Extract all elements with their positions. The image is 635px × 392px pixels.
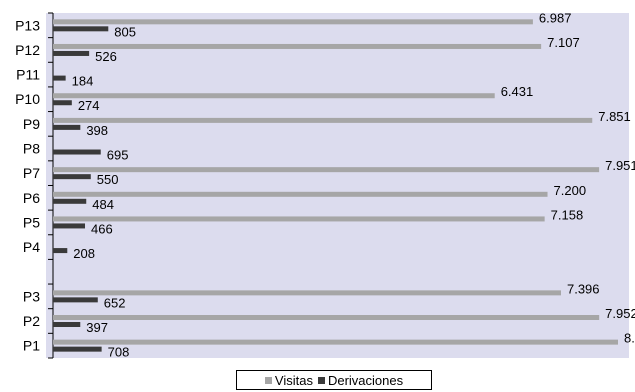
category-label-p7: P7 (23, 165, 40, 181)
value-label-derivaciones-p8: 695 (107, 148, 129, 163)
bar-visitas-p6 (53, 191, 548, 197)
bar-visitas-p9 (53, 117, 593, 123)
bar-visitas-p12 (53, 43, 542, 49)
value-label-derivaciones-p5: 466 (91, 221, 113, 236)
category-label-p8: P8 (23, 141, 40, 157)
bar-derivaciones-p7 (53, 174, 91, 180)
value-label-visitas-p12: 7.107 (547, 35, 580, 50)
value-label-visitas-p10: 6.431 (501, 84, 534, 99)
category-label-p3: P3 (23, 288, 40, 304)
value-label-derivaciones-p13: 805 (114, 24, 136, 39)
value-label-visitas-p3: 7.396 (567, 281, 600, 296)
value-label-visitas-p13: 6.987 (539, 10, 572, 25)
value-label-visitas-p5: 7.158 (551, 207, 584, 222)
legend-swatch-visitas (264, 376, 272, 384)
bar-visitas-p2 (53, 315, 600, 320)
legend: Visitas Derivaciones (236, 370, 432, 390)
bar-derivaciones-p4 (53, 248, 68, 254)
bar-derivaciones-p11 (53, 75, 66, 81)
value-label-derivaciones-p6: 484 (92, 197, 114, 212)
bar-visitas-p3 (53, 290, 561, 296)
bar-derivaciones-p12 (53, 50, 90, 56)
bar-derivaciones-p3 (53, 297, 98, 303)
value-label-derivaciones-p11: 184 (72, 74, 94, 89)
value-label-derivaciones-p4: 208 (73, 246, 95, 261)
bar-derivaciones-p8 (53, 149, 101, 155)
value-label-visitas-p2: 7.952 (605, 306, 635, 321)
bar-visitas-p1 (53, 339, 618, 345)
value-label-derivaciones-p7: 550 (97, 172, 119, 187)
bar-chart: P13 6.987 805 P12 7.107 526 P11 184 P10 6.431 274 P… (15, 10, 635, 360)
bar-visitas-p7 (53, 167, 600, 173)
bar-derivaciones-p1 (53, 346, 102, 352)
category-label-p5: P5 (23, 214, 40, 230)
legend-item-derivaciones: Derivaciones (317, 372, 404, 388)
category-label-p4: P4 (23, 239, 40, 255)
bar-derivaciones-p6 (53, 198, 87, 204)
value-label-derivaciones-p9: 398 (86, 123, 108, 138)
category-label-p2: P2 (23, 313, 40, 329)
category-label-p6: P6 (23, 190, 40, 206)
bar-visitas-p5 (53, 216, 545, 222)
bar-derivaciones-p2 (53, 322, 81, 327)
category-label-p1: P1 (23, 338, 40, 354)
category-label-p12: P12 (15, 42, 40, 58)
category-label-p9: P9 (23, 116, 40, 132)
category-label-p13: P13 (15, 17, 40, 33)
value-label-visitas-p1: 8.226 (624, 331, 635, 346)
value-label-derivaciones-p1: 708 (108, 345, 130, 360)
bar-derivaciones-p10 (53, 100, 72, 106)
legend-label-derivaciones: Derivaciones (327, 372, 404, 388)
value-label-visitas-p7: 7.951 (605, 158, 635, 173)
plot-area (46, 13, 629, 358)
value-label-visitas-p6: 7.200 (554, 183, 587, 198)
legend-label-visitas: Visitas (274, 372, 313, 388)
value-label-derivaciones-p12: 526 (95, 49, 117, 64)
value-label-derivaciones-p10: 274 (78, 98, 100, 113)
bar-derivaciones-p13 (53, 26, 109, 32)
value-label-visitas-p9: 7.851 (598, 109, 631, 124)
category-label-p10: P10 (15, 91, 40, 107)
legend-swatch-derivaciones (317, 376, 325, 384)
bar-visitas-p13 (53, 19, 533, 25)
bar-visitas-p10 (53, 93, 495, 99)
value-label-derivaciones-p3: 652 (104, 295, 126, 310)
bar-derivaciones-p5 (53, 223, 86, 229)
legend-item-visitas: Visitas (264, 372, 313, 388)
category-label-p11: P11 (16, 67, 40, 83)
bar-derivaciones-p9 (53, 124, 81, 130)
value-label-derivaciones-p2: 397 (86, 320, 108, 335)
